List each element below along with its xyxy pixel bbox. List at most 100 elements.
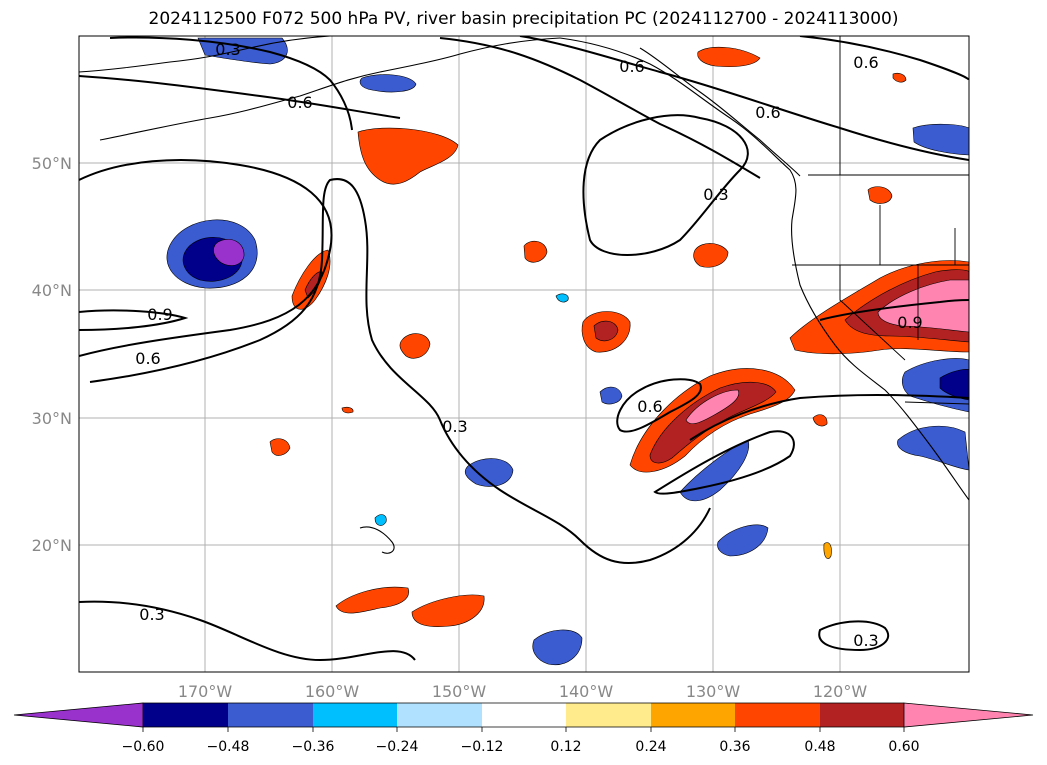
map-content: 0.3 0.6 0.6 0.6 0.6 0.3 0.9 0.6 0.3 0.6 … [79, 36, 969, 672]
contour-label: 0.3 [215, 40, 240, 59]
neg-blob-far-south [532, 629, 583, 666]
contour-label: 0.6 [637, 397, 662, 416]
pos-band-southeast-peak [685, 389, 740, 425]
pos-band-california-peak [877, 279, 969, 333]
colorbar-bin [143, 703, 228, 727]
coast-west-america [559, 37, 969, 501]
colorbar-tick-label: 0.48 [804, 739, 835, 755]
contour-ne-06 [799, 36, 969, 81]
contour-small-loop [616, 378, 702, 433]
coast-inside-passage [639, 47, 801, 177]
border-mt [954, 228, 969, 266]
colorbar-bin [820, 703, 904, 727]
colorbar-tick-label: 0.12 [550, 739, 581, 755]
colorbar-tick-label: 0.60 [888, 739, 919, 755]
lon-label: 160°W [305, 682, 360, 701]
lon-labels: 170°W 160°W 150°W 140°W 130°W 120°W [178, 682, 868, 701]
lat-label: 50°N [32, 154, 72, 173]
lat-label: 20°N [32, 536, 72, 555]
precip-fills [166, 37, 969, 666]
pos-core-mid [593, 320, 619, 342]
colorbar-tick-label: 0.24 [635, 739, 666, 755]
pos-blob-oregon [867, 186, 893, 204]
pos-dot-canada [892, 72, 907, 83]
borders [792, 36, 969, 405]
colorbar-bin [566, 703, 651, 727]
lat-label: 40°N [32, 281, 72, 300]
contour-label: 0.6 [755, 103, 780, 122]
lon-label: 170°W [178, 682, 233, 701]
neg-blob-bc [912, 123, 969, 156]
map-area [79, 36, 969, 672]
colorbar-tick-label: −0.60 [122, 739, 165, 755]
pos-band-southeast-core [649, 381, 777, 464]
neg-blob-baja [897, 425, 969, 471]
neg-blob-alaska [359, 74, 417, 93]
colorbar-ticks [142, 727, 905, 732]
pos-blob-south-1 [335, 586, 409, 614]
contour-label: 0.9 [147, 305, 172, 324]
colorbar-over-triangle [903, 702, 1034, 728]
pos-dot-south [823, 542, 832, 559]
contour-se-06 [689, 394, 969, 441]
neg-peak-west [213, 238, 245, 266]
contour-closed-03 [582, 114, 749, 256]
colorbar-tick-label: −0.12 [461, 739, 504, 755]
colorbar-bin [313, 703, 397, 727]
contour-south-03 [79, 600, 416, 662]
contour-label: 0.9 [897, 313, 922, 332]
pos-blob-mid-north [523, 240, 548, 263]
contour-west-09 [79, 309, 189, 331]
coast-hawaii [359, 526, 395, 554]
colorbar-under-triangle [13, 702, 144, 728]
contour-label: 0.6 [853, 53, 878, 72]
colorbar-bin [228, 703, 313, 727]
border-us-mexico [904, 401, 969, 405]
neg-blob-central [464, 458, 514, 487]
pos-dot-west [269, 438, 291, 456]
colorbar-bin [735, 703, 820, 727]
contour-label-group: 0.3 0.6 0.6 0.6 0.6 0.3 0.9 0.6 0.3 0.6 … [135, 40, 922, 650]
contour-label: 0.3 [703, 185, 728, 204]
contour-label: 0.3 [139, 605, 164, 624]
colorbar-tick-label: −0.36 [292, 739, 335, 755]
lon-label: 140°W [559, 682, 614, 701]
lon-label: 130°W [686, 682, 741, 701]
lat-label: 30°N [32, 409, 72, 428]
neg-core-socal [939, 368, 969, 401]
contour-west-06 [79, 159, 333, 357]
pos-dot-mid [341, 406, 354, 414]
lat-labels: 50°N 40°N 30°N 20°N [32, 154, 72, 555]
colorbar-bin [651, 703, 735, 727]
contour-se-loop [653, 430, 795, 495]
contour-central-03 [89, 178, 711, 565]
colorbar-bin [482, 703, 566, 727]
coastlines [79, 36, 969, 554]
colorbar-tick-label: −0.24 [376, 739, 419, 755]
coast-aleutians [99, 37, 561, 141]
pos-blob-north [697, 46, 761, 68]
neg-blob-southeast [679, 439, 750, 502]
precip-fills-positive [269, 46, 969, 627]
colorbar-tick-label: −0.48 [207, 739, 250, 755]
pos-blob-mid-west [399, 333, 431, 359]
contour-label: 0.6 [619, 57, 644, 76]
neg-blob-south [717, 524, 769, 557]
colorbar-tick-label: 0.36 [719, 739, 750, 755]
neg-blob-small [599, 386, 623, 405]
contour-label: 0.6 [287, 93, 312, 112]
contour-ca-09 [819, 299, 969, 321]
colorbar: −0.60 −0.48 −0.36 −0.24 −0.12 0.12 0.24 … [13, 702, 1034, 755]
neg-dot-hawaii [374, 514, 387, 526]
pos-blob-south-2 [411, 594, 485, 627]
pv-contours [79, 36, 969, 662]
pos-blob-gulf-alaska [357, 127, 459, 185]
pos-dot-east [812, 414, 828, 427]
coast-alaska-north [79, 36, 331, 73]
pos-core-west [304, 271, 323, 299]
colorbar-outline [143, 702, 904, 728]
contour-north-06b [519, 36, 969, 161]
lon-label: 150°W [432, 682, 487, 701]
contour-north-central [439, 37, 761, 179]
